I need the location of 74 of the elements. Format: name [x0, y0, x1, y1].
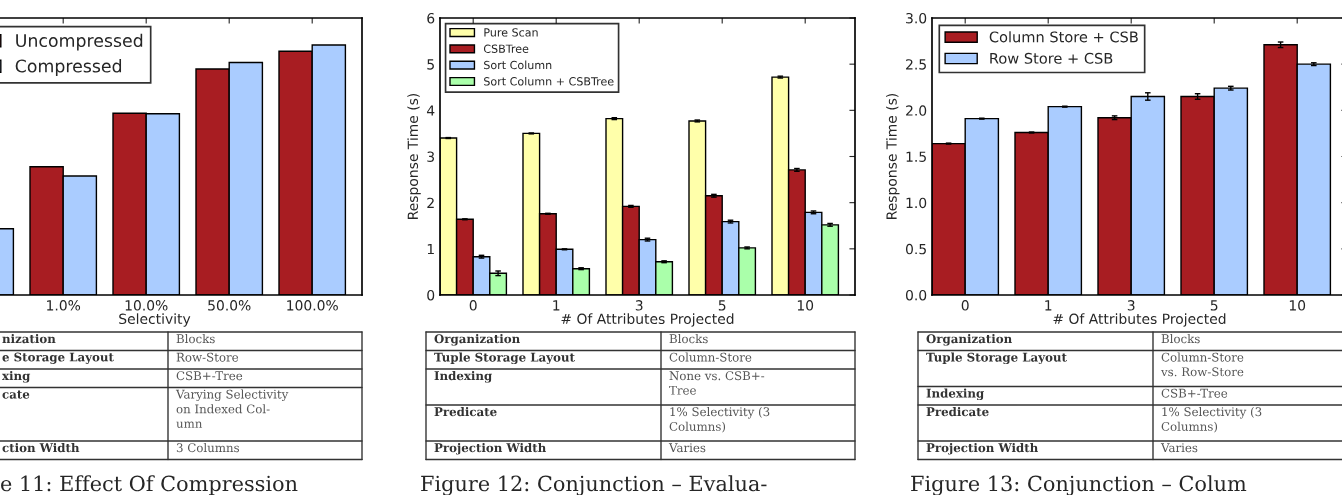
text: Blocks — [176, 334, 215, 344]
legend-label: Sort Column — [484, 60, 552, 70]
x-tick-label: 5 — [1210, 300, 1218, 311]
text: Tuple Storage Layout — [926, 352, 1067, 365]
x-axis-title: # Of Attributes Projected — [561, 313, 734, 327]
text: Predicate — [434, 407, 497, 417]
text: Varies — [668, 443, 706, 453]
text: CSB+-Tree — [1161, 388, 1228, 398]
text: CSB+-Tree — [176, 371, 243, 381]
text: Tuple Storage Layout — [434, 352, 575, 365]
legend-label: Uncompressed — [16, 33, 143, 51]
text: Projection Width — [434, 443, 546, 455]
text: Predicate — [926, 407, 989, 417]
text: Varying Selectivity on Indexed Col- umn — [175, 389, 289, 428]
x-tick-label: 1 — [1045, 300, 1052, 311]
x-axis-title: # Of Attributes Projected — [1053, 313, 1226, 327]
y-tick-label: 3 — [427, 151, 435, 162]
x-tick-label: 10.0% — [125, 300, 168, 311]
legend-label: Pure Scan — [484, 28, 538, 37]
text: 3 Columns — [176, 443, 240, 453]
text: Varies — [1160, 443, 1198, 453]
x-tick-label: 1 — [553, 300, 560, 311]
text: cate — [2, 390, 30, 399]
text: Indexing — [434, 371, 492, 383]
y-axis-title: Response Time (s) — [886, 93, 900, 219]
y-tick-label: 2 — [427, 197, 434, 208]
x-tick-label: 50.0% — [208, 300, 251, 311]
x-tick-label: 1.0% — [47, 300, 81, 311]
x-tick-label: 0 — [469, 300, 477, 311]
text: Column-Store vs. Row-Store — [1160, 352, 1244, 377]
legend-label: Column Store + CSB — [989, 31, 1138, 43]
x-tick-label: 3 — [635, 300, 643, 311]
text: e Storage Layout — [2, 352, 114, 364]
x-tick-label: 0 — [961, 300, 969, 311]
text: Row-Store — [176, 352, 239, 362]
text: None vs. CSB+- Tree — [669, 371, 765, 395]
x-axis-title: Selectivity — [119, 313, 191, 327]
text: Organization — [434, 334, 520, 346]
text: ction Width — [2, 443, 80, 453]
text: Column-Store — [669, 352, 752, 362]
y-tick-label: 3.0 — [906, 12, 927, 24]
text: Organization — [926, 334, 1012, 346]
text: Blocks — [1161, 334, 1200, 344]
y-tick-label: 1.0 — [906, 197, 927, 209]
x-tick-label: 5 — [718, 300, 726, 311]
y-tick-label: 5 — [427, 59, 434, 70]
caption: Figure 12: Conjunction – Evalua- — [421, 475, 767, 495]
text: 1% Selectivity (3 Columns) — [669, 407, 770, 433]
y-axis-title: Response Time (s) — [407, 93, 421, 219]
x-tick-label: 100.0% — [287, 300, 338, 311]
y-tick-label: 6 — [427, 12, 435, 24]
legend-label: Sort Column + CSBTree — [484, 76, 614, 86]
y-tick-label: 1 — [427, 243, 434, 255]
legend-label: Compressed — [15, 59, 122, 76]
text: e 11: Effect Of Compression — [1, 475, 298, 495]
y-tick-label: 4 — [426, 105, 435, 116]
legend-label: Row Store + CSB — [990, 52, 1113, 64]
legend-label: CSBTree — [483, 44, 529, 53]
caption: Figure 13: Conjunction – Colum — [911, 475, 1247, 495]
y-tick-label: 0 — [427, 289, 435, 301]
y-tick-label: 0.0 — [905, 289, 927, 301]
y-tick-label: 1.5 — [906, 151, 926, 162]
text: nization — [2, 334, 56, 344]
x-tick-label: 10 — [1289, 300, 1306, 311]
text: Projection Width — [926, 443, 1038, 455]
x-tick-label: 10 — [797, 300, 814, 311]
text: 1% Selectivity (3 Columns) — [1161, 407, 1262, 433]
y-tick-label: 2.5 — [906, 59, 926, 70]
y-tick-label: 2.0 — [906, 105, 927, 116]
text: Indexing — [926, 388, 984, 401]
text: Blocks — [669, 334, 708, 344]
x-tick-label: 3 — [1127, 300, 1135, 311]
y-tick-label: 0.5 — [905, 243, 926, 255]
text: xing — [2, 371, 31, 383]
